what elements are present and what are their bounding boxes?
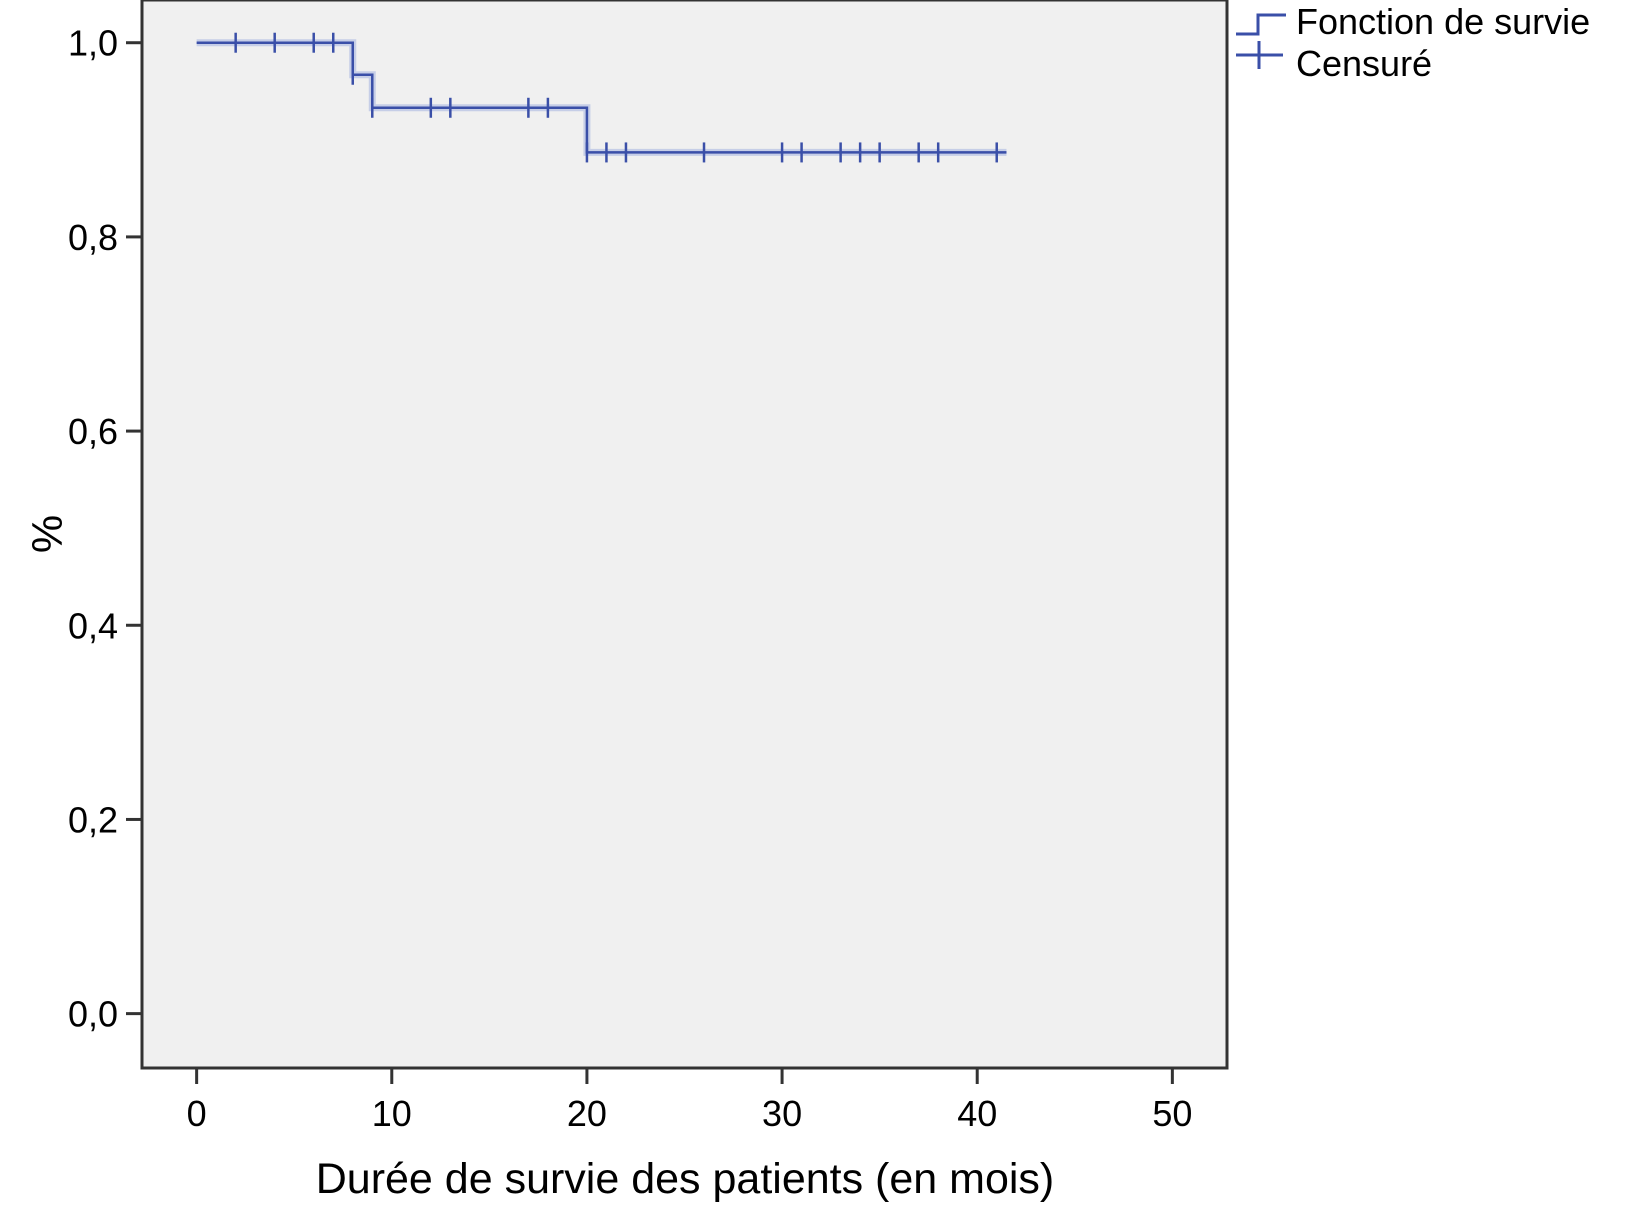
legend-label-censored: Censuré bbox=[1296, 43, 1432, 84]
y-tick-label: 0,0 bbox=[68, 994, 118, 1035]
x-tick-label: 20 bbox=[567, 1093, 607, 1134]
x-tick-label: 50 bbox=[1152, 1093, 1192, 1134]
legend: Fonction de survie Censuré bbox=[1236, 1, 1590, 84]
y-tick-label: 1,0 bbox=[68, 23, 118, 64]
y-tick-label: 0,8 bbox=[68, 217, 118, 258]
series-layer bbox=[196, 32, 1007, 163]
x-axis-title: Durée de survie des patients (en mois) bbox=[316, 1155, 1055, 1203]
legend-item-censored: Censuré bbox=[1236, 41, 1432, 84]
step-line-icon bbox=[1236, 13, 1286, 36]
y-axis-ticks: 0,0 0,2 0,4 0,6 0,8 1,0 bbox=[68, 23, 142, 1035]
legend-item-survival: Fonction de survie bbox=[1236, 1, 1590, 42]
y-tick-label: 0,4 bbox=[68, 605, 118, 646]
cross-icon bbox=[1236, 41, 1283, 69]
x-tick-label: 10 bbox=[372, 1093, 412, 1134]
plot-area bbox=[140, 0, 1229, 1070]
x-axis-ticks: 0 10 20 30 40 50 bbox=[187, 1068, 1192, 1134]
y-tick-label: 0,2 bbox=[68, 799, 118, 840]
x-tick-label: 40 bbox=[957, 1093, 997, 1134]
legend-label-survival: Fonction de survie bbox=[1296, 1, 1590, 42]
x-tick-label: 30 bbox=[762, 1093, 802, 1134]
x-tick-label: 0 bbox=[187, 1093, 207, 1134]
y-axis-title: % bbox=[22, 515, 70, 553]
y-tick-label: 0,6 bbox=[68, 411, 118, 452]
